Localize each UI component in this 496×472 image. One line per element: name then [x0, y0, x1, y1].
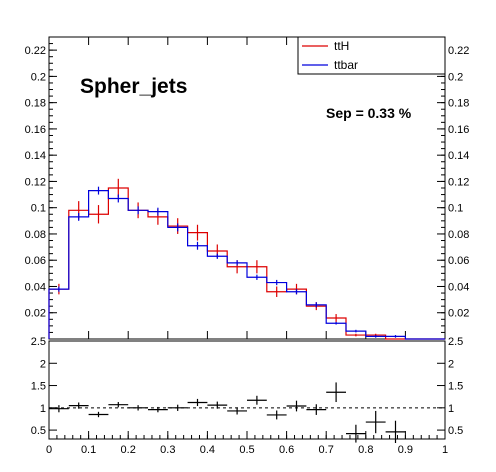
y-tick-label-right: 0.14: [448, 150, 469, 162]
ratio-points-group: [49, 382, 406, 444]
series-step-ttbar: [48, 190, 445, 340]
y-tick-label-left: 0.12: [25, 176, 46, 188]
x-tick-label: 0.5: [239, 444, 254, 456]
y-tick-label-left: 0.02: [25, 308, 46, 320]
x-tick-label: 1: [442, 444, 448, 456]
main-y-axis: 0.02 0.02 0.04 0.04 0.06 0.06 0.08 0.08 0.1 0.1 0.…: [25, 37, 469, 339]
x-tick-label: 0.2: [121, 444, 136, 456]
ratio-y-tick-label-left: 2.5: [31, 336, 46, 348]
ratio-y-tick-label-left: 2: [40, 358, 46, 370]
ratio-y-tick-label-right: 2: [448, 358, 454, 370]
x-tick-label: 0.8: [358, 444, 373, 456]
y-tick-label-left: 0.06: [25, 255, 46, 267]
separation-annotation: Sep = 0.33 %: [326, 105, 412, 121]
series-step-ttH: [48, 187, 445, 340]
main-series-group: [48, 178, 445, 340]
y-tick-label-right: 0.2: [448, 71, 463, 83]
ratio-y-tick-label-left: 1.5: [31, 381, 46, 393]
x-tick-label: 0.4: [200, 444, 215, 456]
y-tick-label-left: 0.08: [25, 229, 46, 241]
y-tick-label-right: 0.06: [448, 255, 469, 267]
ratio-y-tick-label-right: 2.5: [448, 336, 463, 348]
ratio-y-tick-label-right: 1: [448, 403, 454, 415]
ratio-y-tick-label-left: 0.5: [31, 425, 46, 437]
ratio-y-tick-label-left: 1: [40, 403, 46, 415]
y-tick-label-right: 0.22: [448, 45, 469, 57]
y-tick-label-right: 0.16: [448, 124, 469, 136]
y-tick-label-right: 0.1: [448, 203, 463, 215]
x-tick-label: 0.7: [319, 444, 334, 456]
x-tick-label: 0: [46, 444, 52, 456]
legend-label-tth: ttH: [334, 39, 349, 53]
y-tick-label-left: 0.22: [25, 45, 46, 57]
x-tick-label: 0.3: [160, 444, 175, 456]
y-tick-label-left: 0.14: [25, 150, 46, 162]
chart-title: Spher_jets: [80, 75, 187, 98]
x-tick-label: 0.6: [279, 444, 294, 456]
ratio-y-tick-label-right: 1.5: [448, 381, 463, 393]
y-tick-label-right: 0.18: [448, 98, 469, 110]
y-tick-label-right: 0.08: [448, 229, 469, 241]
y-tick-label-left: 0.16: [25, 124, 46, 136]
y-tick-label-right: 0.12: [448, 176, 469, 188]
legend-box: [297, 36, 446, 75]
x-tick-label: 0.9: [398, 444, 413, 456]
ratio-axes: 0.5 0.51 11.5 1.52 22.5 2.50 0.1 0.2 0.3 0.4 0.5 0.…: [31, 336, 464, 456]
legend: ttH ttbar: [297, 36, 446, 75]
y-tick-label-left: 0.04: [25, 281, 46, 293]
legend-label-ttbar: ttbar: [334, 58, 358, 72]
y-tick-label-right: 0.02: [448, 308, 469, 320]
y-tick-label-left: 0.2: [31, 71, 46, 83]
y-tick-label-left: 0.18: [25, 98, 46, 110]
y-tick-label-right: 0.04: [448, 281, 469, 293]
y-tick-label-left: 0.1: [31, 203, 46, 215]
x-tick-label: 0.1: [81, 444, 96, 456]
ratio-y-tick-label-right: 0.5: [448, 425, 463, 437]
